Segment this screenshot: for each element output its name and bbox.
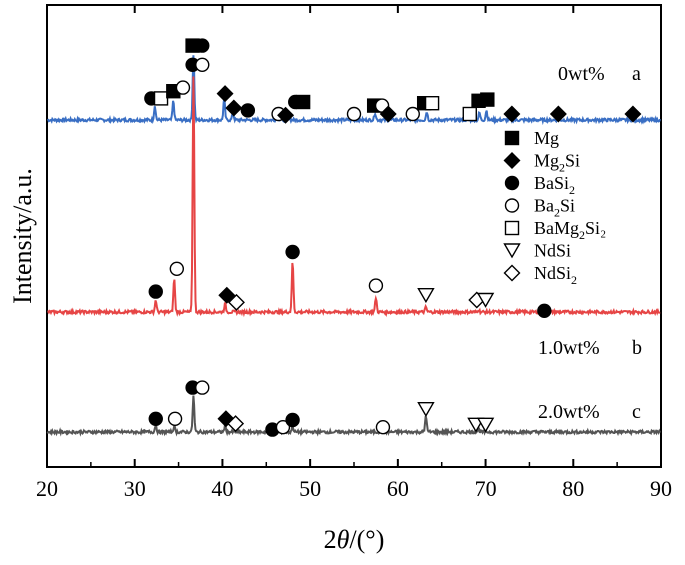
phase-marker-c-open-circle	[275, 420, 291, 435]
legend-label-main: NdSi	[534, 241, 571, 261]
phase-marker-c-open-triangle-down	[417, 402, 435, 418]
legend-label: NdSi2	[534, 263, 577, 287]
legend-label-sub: 2	[554, 206, 560, 220]
legend-marker-open-triangle-down	[503, 243, 521, 259]
phase-marker-a-filled-diamond	[225, 99, 243, 117]
x-tick-label: 20	[36, 476, 58, 501]
phase-marker-b-open-triangle-down	[476, 292, 495, 308]
legend-label-tail: Si	[560, 196, 575, 216]
x-tick-label: 90	[650, 476, 672, 501]
legend-marker-filled-circle	[504, 175, 520, 191]
phase-marker-c-filled-circle	[285, 412, 300, 428]
legend-label-sub: 2	[569, 183, 575, 197]
phase-marker-a-open-square	[424, 95, 440, 111]
phase-marker-b-open-circle	[169, 261, 185, 276]
legend-label-main: BaSi	[534, 173, 569, 193]
phase-marker-a-filled-diamond	[379, 105, 397, 123]
phase-marker-b-filled-circle	[148, 284, 163, 299]
phase-marker-b-open-circle	[195, 57, 210, 73]
legend-marker-open-square	[504, 220, 520, 236]
phase-marker-a-filled-square	[480, 92, 495, 107]
x-axis-title-prefix: 2	[324, 525, 337, 554]
legend-marker-open-circle	[504, 198, 520, 213]
x-axis-title-suffix: /(°)	[349, 525, 384, 554]
x-tick-label: 30	[124, 476, 146, 501]
phase-marker-c-open-circle	[167, 411, 183, 426]
phase-marker-a-open-square	[153, 91, 169, 106]
phase-marker-c-filled-circle	[148, 411, 163, 426]
phase-marker-a-filled-diamond	[277, 106, 295, 124]
phase-marker-a-filled-diamond	[549, 105, 567, 123]
legend-label-sub: 2	[579, 228, 585, 242]
x-tick-label: 80	[562, 476, 584, 501]
series-line-c	[46, 395, 661, 437]
phase-marker-a-open-circle	[175, 80, 191, 95]
series-letter-b: b	[632, 337, 642, 359]
legend-label-main: BaMg	[534, 218, 579, 238]
x-tick-label: 70	[475, 476, 497, 501]
phase-marker-a-open-circle	[405, 106, 420, 122]
series-label-c: 2.0wt%	[538, 401, 600, 423]
phase-marker-b-filled-circle	[285, 244, 300, 260]
phase-marker-b-filled-diamond	[218, 286, 236, 304]
series-letter-c: c	[632, 401, 641, 423]
phase-marker-a-open-circle	[346, 106, 362, 122]
legend-label: Mg	[534, 128, 559, 148]
phase-marker-c-open-diamond	[227, 415, 245, 433]
phase-marker-c-open-circle	[375, 420, 391, 435]
phase-marker-b-open-triangle-down	[417, 288, 435, 304]
phase-marker-a-filled-diamond	[216, 85, 234, 103]
series-label-a: 0wt%	[558, 63, 605, 85]
legend-marker-open-diamond	[503, 264, 521, 282]
legend-marker-filled-square	[504, 130, 520, 146]
phase-marker-b-open-circle	[368, 278, 384, 293]
phase-marker-b-filled-circle	[537, 303, 552, 318]
legend-label: Mg2Si	[534, 151, 580, 175]
phase-marker-a-filled-square	[295, 94, 311, 110]
phase-marker-a-filled-diamond	[624, 105, 642, 123]
series-line-b	[47, 76, 661, 318]
legend-label-main: NdSi	[534, 263, 571, 283]
x-tick-label: 60	[387, 476, 409, 501]
legend-label-tail: Si	[565, 151, 580, 171]
y-axis-title: Intensity/a.u.	[8, 168, 37, 304]
legend-label-main: Mg	[534, 128, 559, 148]
legend-marker-filled-diamond	[503, 152, 521, 169]
legend-label-main: Ba	[534, 196, 554, 216]
x-axis: 20 30 40 50 60 70 80 90	[36, 5, 672, 501]
legend-label-tail: Si₂	[585, 218, 606, 238]
phase-marker-a-filled-circle	[240, 103, 256, 118]
phase-marker-a-open-square	[462, 106, 477, 122]
legend-label: NdSi	[534, 241, 571, 261]
series-labels: 0wt% a 1.0wt% b 2.0wt% c	[538, 63, 642, 423]
legend-label: BaMg2Si₂	[534, 218, 606, 242]
legend-label-sub: 2	[559, 161, 565, 175]
x-tick-label: 40	[211, 476, 233, 501]
marker-layer	[144, 38, 642, 437]
phase-marker-b-open-diamond	[227, 293, 245, 311]
legend-label-sub: 2	[571, 273, 577, 287]
x-axis-title: 2θ/(°)	[324, 525, 385, 554]
phase-marker-c-open-circle	[195, 380, 210, 395]
x-tick-label: 50	[299, 476, 321, 501]
phase-marker-a-filled-diamond	[503, 105, 521, 123]
phase-marker-a-filled-circle	[195, 38, 210, 53]
series-label-b: 1.0wt%	[538, 337, 600, 359]
legend-label-main: Mg	[534, 151, 559, 171]
phase-marker-c-open-triangle-down	[476, 417, 495, 433]
series-letter-a: a	[632, 63, 641, 85]
legend-label: Ba2Si	[534, 196, 575, 220]
x-axis-title-theta: θ	[337, 525, 350, 554]
legend-label: BaSi2	[534, 173, 575, 197]
